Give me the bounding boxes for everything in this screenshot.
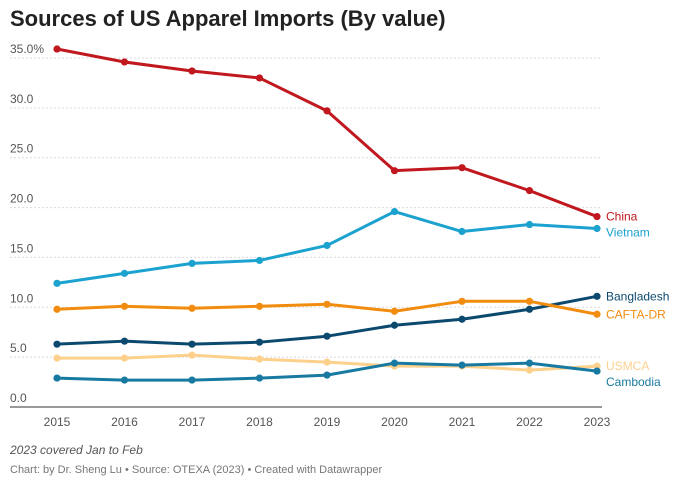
x-tick-label: 2019	[314, 415, 341, 429]
x-tick-label: 2017	[179, 415, 206, 429]
data-point-china	[255, 74, 264, 82]
data-point-bangladesh	[390, 321, 399, 329]
y-tick-label: 0.0	[10, 391, 27, 405]
series-label-china: China	[606, 210, 638, 224]
series-cafta-dr	[53, 297, 601, 318]
data-point-cambodia	[593, 367, 601, 375]
y-tick-label: 30.0	[10, 92, 34, 106]
data-point-cambodia	[323, 371, 331, 379]
data-point-usmca	[593, 362, 601, 370]
data-point-china	[120, 58, 129, 66]
data-point-usmca	[323, 358, 331, 366]
data-point-cafta-dr	[593, 310, 601, 318]
x-tick-label: 2016	[111, 415, 138, 429]
data-point-vietnam	[525, 220, 534, 229]
data-point-bangladesh	[593, 292, 601, 300]
y-tick-label: 5.0	[10, 341, 27, 355]
x-tick-label: 2020	[381, 415, 408, 429]
data-point-bangladesh	[188, 340, 196, 348]
data-point-china	[593, 212, 601, 221]
data-point-cambodia	[53, 374, 61, 382]
series-label-vietnam: Vietnam	[606, 226, 650, 240]
y-tick-label: 15.0	[10, 241, 34, 255]
data-point-vietnam	[593, 224, 601, 233]
chart-note: 2023 covered Jan to Feb	[10, 443, 143, 457]
footer-separator: •	[124, 464, 129, 476]
footer-source: Source: OTEXA (2023)	[131, 464, 245, 476]
data-point-cafta-dr	[255, 302, 264, 310]
data-point-china	[525, 187, 534, 195]
data-point-cambodia	[525, 359, 534, 367]
series-labels: China Vietnam Bangladesh CAFTA-DR USMCA Cambo…	[606, 210, 669, 390]
data-point-vietnam	[120, 269, 129, 277]
data-point-vietnam	[188, 259, 196, 268]
data-point-cambodia	[188, 376, 196, 384]
x-tick-label: 2021	[449, 415, 476, 429]
data-point-china	[458, 164, 466, 172]
footer-credit: Created with Datawrapper	[254, 464, 383, 476]
series-label-cafta-dr: CAFTA-DR	[606, 307, 666, 321]
data-point-usmca	[255, 355, 264, 363]
data-point-bangladesh	[120, 337, 129, 345]
y-tick-label: 20.0	[10, 192, 34, 206]
series-label-usmca: USMCA	[606, 359, 649, 373]
data-point-vietnam	[390, 207, 399, 216]
data-point-cafta-dr	[120, 302, 129, 310]
x-axis-ticks: 2015 2016 2017 2018 2019 2020 2021 2022 2023	[44, 415, 611, 429]
series-usmca	[53, 351, 601, 374]
data-point-cafta-dr	[390, 307, 399, 315]
data-point-usmca	[525, 366, 534, 374]
data-point-cafta-dr	[188, 304, 196, 312]
series-label-bangladesh: Bangladesh	[606, 289, 669, 303]
x-tick-label: 2015	[44, 415, 71, 429]
x-tick-label: 2018	[246, 415, 273, 429]
y-tick-label: 25.0	[10, 142, 34, 156]
series-label-cambodia: Cambodia	[606, 375, 661, 389]
data-point-vietnam	[255, 256, 264, 265]
series-bangladesh	[53, 292, 601, 348]
x-tick-label: 2023	[584, 415, 611, 429]
data-point-cambodia	[458, 361, 466, 369]
data-point-vietnam	[323, 241, 331, 250]
series-cambodia	[53, 359, 601, 384]
data-point-bangladesh	[525, 305, 534, 313]
data-point-cafta-dr	[323, 300, 331, 308]
data-point-china	[323, 107, 331, 115]
series-lines	[53, 45, 601, 384]
gridlines	[10, 57, 602, 408]
chart-footer: Chart: by Dr. Sheng Lu • Source: OTEXA (…	[10, 464, 382, 476]
data-point-vietnam	[53, 279, 61, 287]
series-line-china	[55, 47, 599, 219]
data-point-usmca	[53, 354, 61, 362]
series-vietnam	[53, 207, 601, 287]
data-point-bangladesh	[255, 338, 264, 346]
data-point-cafta-dr	[525, 297, 534, 305]
data-point-china	[390, 167, 399, 175]
data-point-cafta-dr	[458, 297, 466, 305]
data-point-cambodia	[390, 359, 399, 367]
footer-separator: •	[247, 464, 252, 476]
y-tick-label: 10.0	[10, 291, 34, 305]
y-axis-ticks: 0.0 5.0 10.0 15.0 20.0 25.0 30.0 35.0%	[10, 42, 44, 405]
data-point-china	[188, 67, 196, 75]
data-point-usmca	[120, 354, 129, 362]
data-point-cambodia	[120, 376, 129, 384]
footer-author: Chart: by Dr. Sheng Lu	[10, 464, 122, 476]
series-china	[53, 45, 601, 221]
y-tick-label: 35.0%	[10, 42, 44, 56]
data-point-bangladesh	[323, 332, 331, 340]
data-point-cafta-dr	[53, 305, 61, 313]
x-tick-label: 2022	[516, 415, 543, 429]
data-point-china	[53, 45, 61, 53]
line-chart: 0.0 5.0 10.0 15.0 20.0 25.0 30.0 35.0% 2015 2016…	[10, 42, 669, 429]
data-point-usmca	[188, 351, 196, 359]
data-point-bangladesh	[53, 340, 61, 348]
data-point-vietnam	[458, 227, 466, 236]
data-point-cambodia	[255, 374, 264, 382]
data-point-bangladesh	[458, 315, 466, 323]
chart-title: Sources of US Apparel Imports (By value)	[10, 6, 446, 31]
